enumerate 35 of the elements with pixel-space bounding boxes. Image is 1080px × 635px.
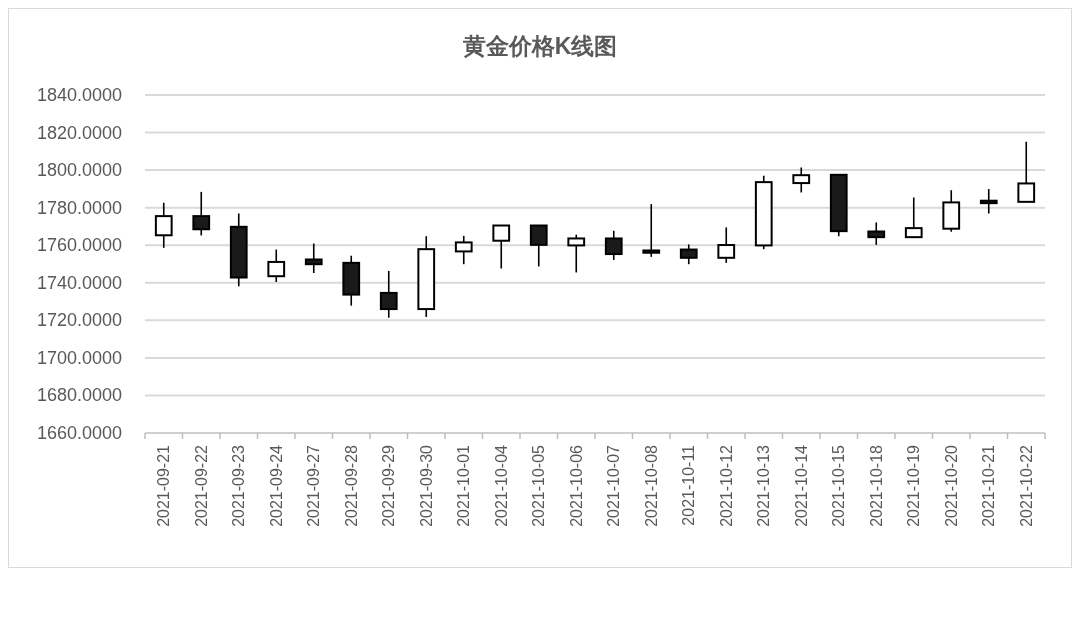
y-tick-label: 1840.0000 xyxy=(36,85,122,105)
x-tick-label: 2021-09-21 xyxy=(155,445,173,527)
x-tick-label: 2021-10-11 xyxy=(680,445,698,526)
y-tick-label: 1660.0000 xyxy=(36,423,122,443)
x-tick-label: 2021-09-28 xyxy=(342,445,360,527)
x-tick-label: 2021-10-15 xyxy=(830,445,848,527)
x-tick-label: 2021-09-27 xyxy=(305,445,323,527)
x-tick-label: 2021-10-01 xyxy=(455,445,473,527)
x-tick-label: 2021-10-04 xyxy=(492,445,510,527)
x-tick-label: 2021-09-23 xyxy=(230,445,248,527)
x-tick-label: 2021-10-12 xyxy=(717,445,735,527)
x-tick-label: 2021-10-14 xyxy=(792,445,810,527)
x-tick-label: 2021-09-24 xyxy=(267,445,285,527)
y-tick-label: 1820.0000 xyxy=(36,122,122,143)
y-tick-label: 1700.0000 xyxy=(36,347,122,368)
x-tick-label: 2021-09-30 xyxy=(417,445,435,527)
x-tick-label: 2021-10-19 xyxy=(905,445,923,527)
x-tick-label: 2021-10-18 xyxy=(867,445,885,527)
y-tick-label: 1760.0000 xyxy=(36,235,122,256)
x-tick-label: 2021-09-22 xyxy=(192,445,210,527)
x-tick-label: 2021-10-13 xyxy=(755,445,773,527)
y-tick-label: 1680.0000 xyxy=(36,385,122,406)
y-tick-label: 1720.0000 xyxy=(36,310,122,331)
x-tick-label: 2021-10-21 xyxy=(980,445,998,527)
x-tick-label: 2021-10-07 xyxy=(605,445,623,527)
y-tick-label: 1740.0000 xyxy=(36,272,122,293)
x-tick-label: 2021-10-22 xyxy=(1017,445,1035,527)
title: 黄金价格K线图 xyxy=(462,33,618,59)
x-tick-label: 2021-09-29 xyxy=(380,445,398,527)
y-tick-label: 1780.0000 xyxy=(36,197,122,218)
y-tick-label: 1800.0000 xyxy=(36,160,122,181)
x-tick-label: 2021-10-05 xyxy=(530,445,548,527)
x-tick-label: 2021-10-06 xyxy=(567,445,585,527)
x-tick-label: 2021-10-20 xyxy=(942,445,960,527)
x-tick-label: 2021-10-08 xyxy=(642,445,660,527)
